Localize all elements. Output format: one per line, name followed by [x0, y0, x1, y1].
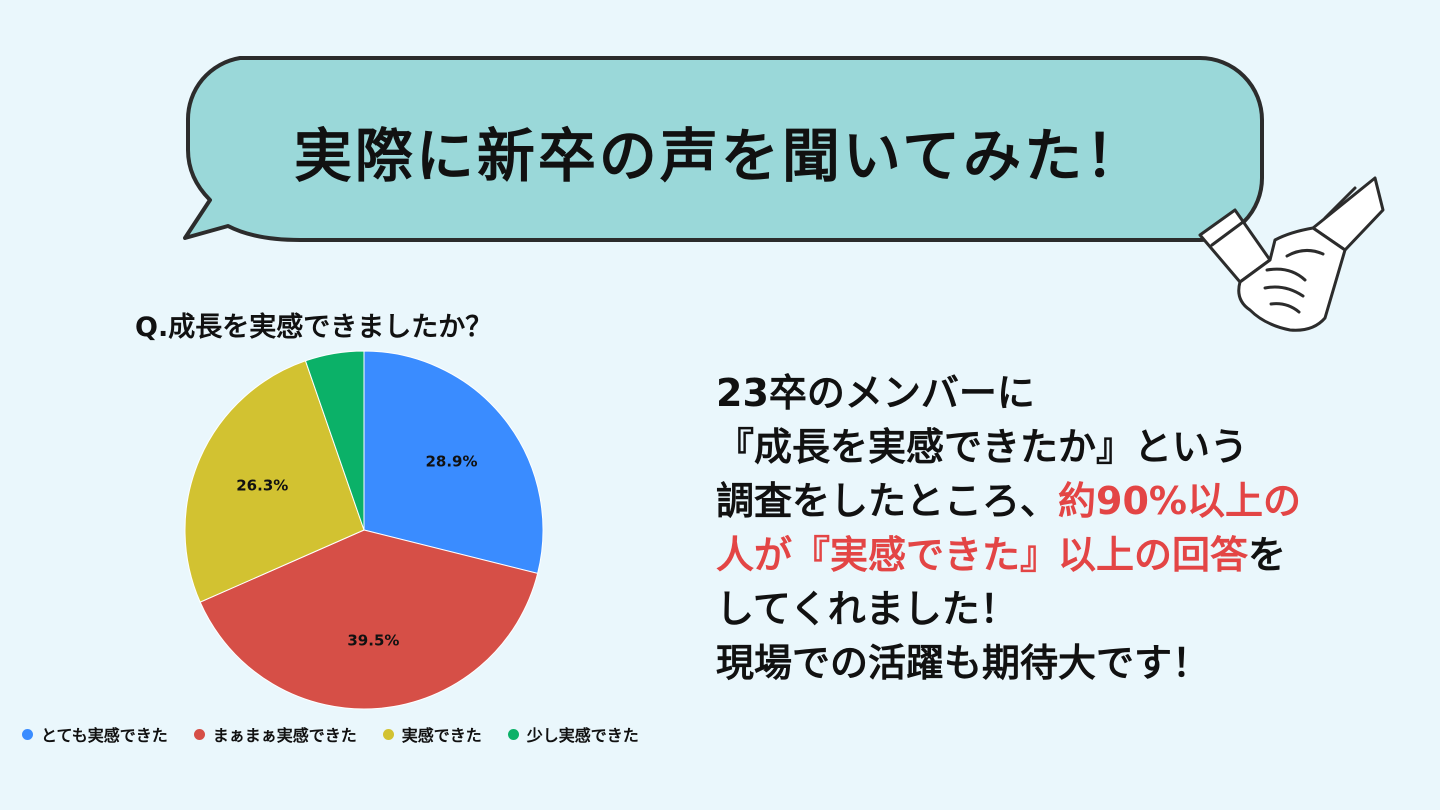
message-segment: 調査をしたところ、	[716, 479, 1059, 523]
handshake-icon	[1198, 176, 1385, 332]
legend-swatch	[382, 728, 394, 740]
message-segment: 現場での活躍も期待大です！	[716, 641, 1211, 685]
legend-item-2: まぁまぁ実感できた	[193, 722, 357, 746]
message-line-1: 23卒のメンバーに	[716, 366, 1416, 420]
pie-slice-3	[184, 360, 365, 603]
pie-slice-4	[304, 350, 365, 531]
legend-item-3: 実感できた	[382, 722, 482, 746]
pie-chart: 28.9% 39.5% 26.3%	[184, 350, 544, 710]
chart-legend: とても実感できた まぁまぁ実感できた 実感できた 少し実感できた	[22, 722, 639, 746]
message-line-3: 調査をしたところ、約90%以上の	[716, 474, 1416, 528]
message-segment: してくれました！	[716, 587, 1018, 631]
chart-title: Q.成長を実感できましたか？	[135, 312, 493, 343]
message-segment: 『成長を実感できたか』という	[716, 425, 1249, 469]
banner-title: 実際に新卒の声を聞いてみた！	[293, 122, 1147, 190]
message-line-6: 現場での活躍も期待大です！	[716, 636, 1416, 690]
highlight-text: 約90%以上の	[1058, 479, 1301, 523]
message-segment: 23卒のメンバーに	[716, 371, 1035, 415]
speech-bubble-shape	[183, 56, 1264, 242]
message-segment: を	[1248, 533, 1287, 577]
legend-item-1: とても実感できた	[22, 722, 168, 746]
legend-label: 少し実感できた	[526, 726, 639, 745]
legend-label: 実感できた	[401, 726, 482, 745]
message-line-5: してくれました！	[716, 582, 1416, 636]
title-banner: 実際に新卒の声を聞いてみた！	[0, 0, 1440, 300]
legend-swatch	[507, 728, 519, 740]
highlight-text: 人が『実感できた』以上の回答	[716, 533, 1249, 577]
legend-label: まぁまぁ実感できた	[212, 726, 357, 745]
message-text: 23卒のメンバーに 『成長を実感できたか』という 調査をしたところ、約90%以上の人…	[716, 366, 1416, 690]
message-line-2: 『成長を実感できたか』という	[716, 420, 1416, 474]
legend-item-4: 少し実感できた	[507, 722, 639, 746]
pie-slice-label-2: 39.5%	[347, 632, 399, 650]
pie-slice-label-1: 28.9%	[425, 453, 477, 471]
pie-slice-label-3: 26.3%	[236, 477, 288, 495]
legend-label: とても実感できた	[41, 726, 168, 745]
message-line-4: 人が『実感できた』以上の回答を	[716, 528, 1416, 582]
pie-slice-1	[363, 350, 544, 575]
legend-swatch	[22, 728, 33, 740]
legend-swatch	[193, 728, 205, 740]
pie-slice-2	[199, 529, 539, 710]
